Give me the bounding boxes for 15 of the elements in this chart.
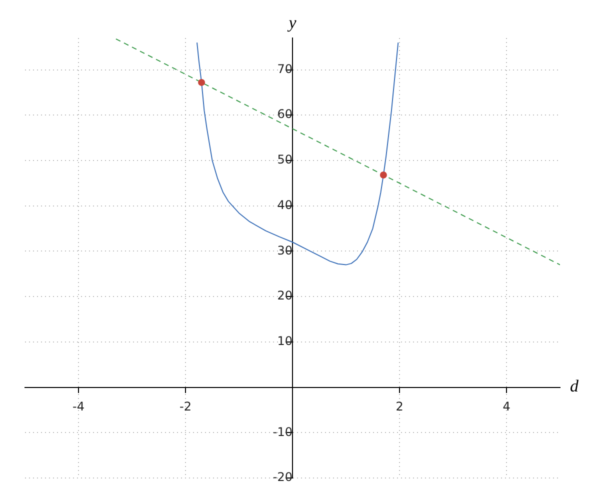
y-tick-label: 70	[277, 62, 292, 76]
y-tick-label: -20	[272, 470, 292, 484]
y-tick-label: 40	[277, 198, 292, 212]
x-tick-label: 2	[396, 400, 404, 414]
y-axis-title: y	[286, 12, 297, 32]
x-tick-label: -2	[180, 400, 192, 414]
x-tick-label: 4	[502, 400, 510, 414]
y-tick-label: -10	[272, 424, 292, 439]
y-tick-label: 10	[277, 334, 292, 348]
y-tick-label: 30	[277, 243, 292, 258]
y-tick-label: 20	[277, 288, 292, 303]
x-axis-title: d	[570, 376, 579, 396]
y-tick-label: 60	[277, 107, 292, 122]
y-tick-label: 50	[277, 152, 292, 167]
x-tick-label: -4	[72, 400, 84, 414]
